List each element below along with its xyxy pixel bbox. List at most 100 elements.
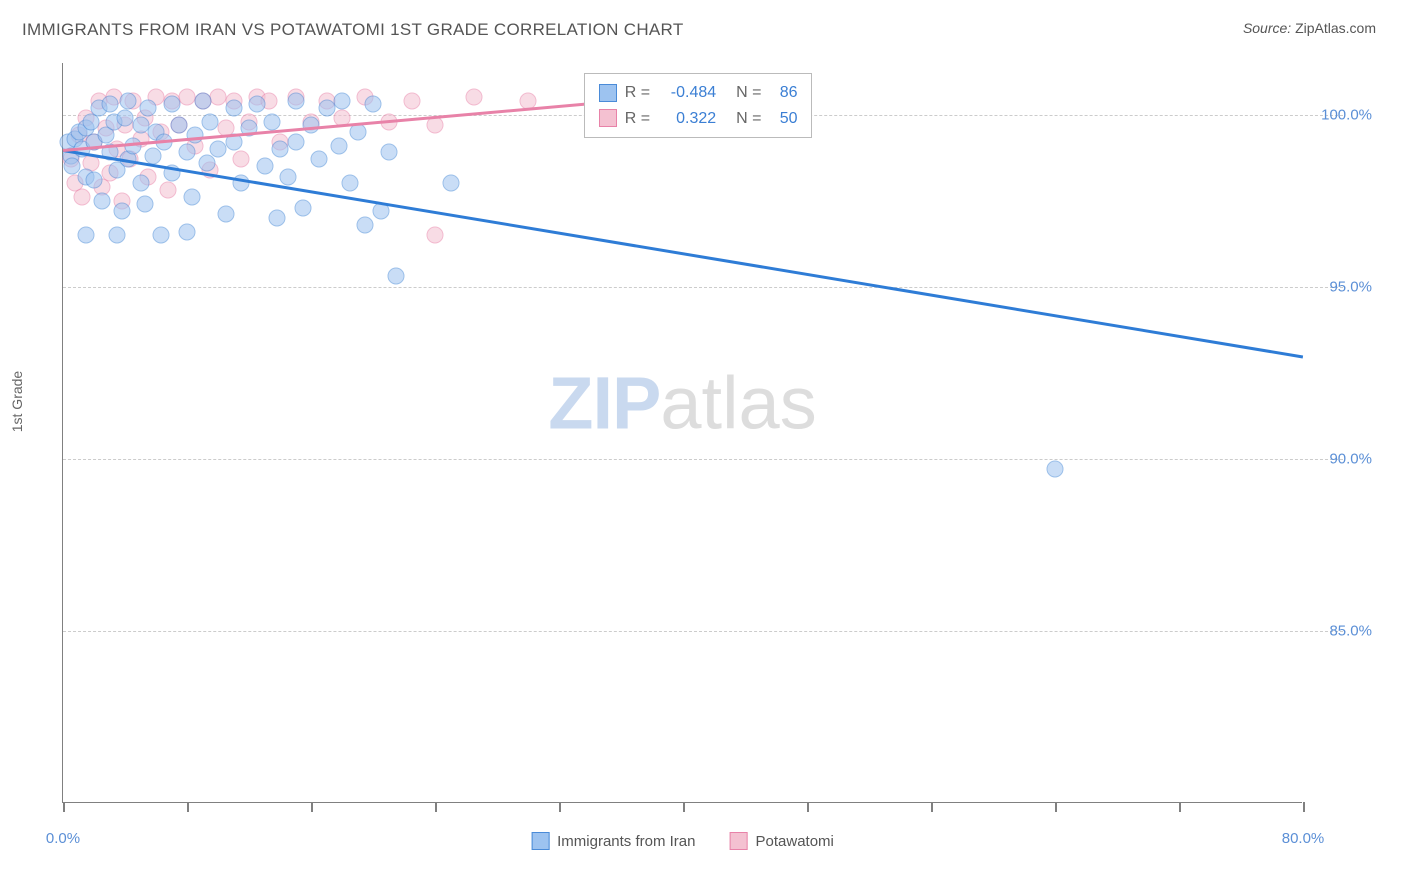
data-point <box>199 154 216 171</box>
y-axis-label: 1st Grade <box>9 371 25 432</box>
trend-line-blue <box>63 149 1303 358</box>
data-point <box>225 99 242 116</box>
n-label: N = <box>736 106 761 132</box>
data-point <box>179 223 196 240</box>
watermark: ZIPatlas <box>548 360 816 445</box>
data-point <box>268 209 285 226</box>
data-point <box>132 116 149 133</box>
data-point <box>120 92 137 109</box>
n-label: N = <box>736 80 761 106</box>
data-point <box>186 127 203 144</box>
data-point <box>163 96 180 113</box>
x-tick <box>807 802 809 812</box>
x-tick-label: 80.0% <box>1282 830 1325 847</box>
x-tick <box>1303 802 1305 812</box>
data-point <box>318 99 335 116</box>
data-point <box>73 189 90 206</box>
legend-item: Potawatomi <box>730 832 834 850</box>
x-tick <box>931 802 933 812</box>
data-point <box>132 175 149 192</box>
data-point <box>160 182 177 199</box>
data-point <box>442 175 459 192</box>
data-point <box>109 227 126 244</box>
data-point <box>152 227 169 244</box>
data-point <box>264 113 281 130</box>
data-point <box>380 144 397 161</box>
legend-label: Immigrants from Iran <box>557 833 695 850</box>
data-point <box>341 175 358 192</box>
data-point <box>86 172 103 189</box>
gridline <box>63 287 1343 288</box>
data-point <box>330 137 347 154</box>
data-point <box>210 141 227 158</box>
data-point <box>194 92 211 109</box>
legend-item: Immigrants from Iran <box>531 832 695 850</box>
data-point <box>287 134 304 151</box>
data-point <box>179 89 196 106</box>
x-tick <box>683 802 685 812</box>
data-point <box>113 203 130 220</box>
r-value: -0.484 <box>658 80 716 106</box>
x-tick <box>1055 802 1057 812</box>
data-point <box>233 151 250 168</box>
data-point <box>202 113 219 130</box>
legend-swatch <box>531 832 549 850</box>
data-point <box>171 116 188 133</box>
plot-area: ZIPatlas 85.0%90.0%95.0%100.0%0.0%80.0%R… <box>62 63 1302 803</box>
data-point <box>183 189 200 206</box>
data-point <box>310 151 327 168</box>
legend-swatch <box>599 109 617 127</box>
data-point <box>256 158 273 175</box>
legend-swatch <box>599 84 617 102</box>
data-point <box>78 227 95 244</box>
source-label: Source: <box>1243 20 1291 36</box>
data-point <box>287 92 304 109</box>
source-attribution: Source: ZipAtlas.com <box>1243 20 1376 36</box>
gridline <box>63 459 1343 460</box>
r-label: R = <box>625 106 650 132</box>
data-point <box>93 192 110 209</box>
watermark-zip: ZIP <box>548 361 660 444</box>
data-point <box>357 216 374 233</box>
data-point <box>388 268 405 285</box>
stats-row: R = -0.484 N = 86 <box>599 80 798 106</box>
data-point <box>140 99 157 116</box>
x-tick <box>63 802 65 812</box>
stats-row: R = 0.322 N = 50 <box>599 106 798 132</box>
data-point <box>334 92 351 109</box>
y-tick-label: 100.0% <box>1321 106 1372 123</box>
data-point <box>101 96 118 113</box>
legend-label: Potawatomi <box>756 833 834 850</box>
x-tick <box>1179 802 1181 812</box>
legend-swatch <box>730 832 748 850</box>
r-label: R = <box>625 80 650 106</box>
data-point <box>179 144 196 161</box>
n-value: 86 <box>769 80 797 106</box>
x-tick-label: 0.0% <box>46 830 80 847</box>
chart-container: 1st Grade ZIPatlas 85.0%90.0%95.0%100.0%… <box>22 55 1382 855</box>
x-tick <box>311 802 313 812</box>
data-point <box>248 96 265 113</box>
data-point <box>279 168 296 185</box>
watermark-atlas: atlas <box>660 361 816 444</box>
n-value: 50 <box>769 106 797 132</box>
data-point <box>144 147 161 164</box>
r-value: 0.322 <box>658 106 716 132</box>
data-point <box>217 206 234 223</box>
legend: Immigrants from Iran Potawatomi <box>531 832 834 850</box>
gridline <box>63 631 1343 632</box>
data-point <box>427 227 444 244</box>
source-value: ZipAtlas.com <box>1295 20 1376 36</box>
y-tick-label: 85.0% <box>1329 622 1372 639</box>
data-point <box>272 141 289 158</box>
x-tick <box>559 802 561 812</box>
data-point <box>365 96 382 113</box>
y-tick-label: 95.0% <box>1329 278 1372 295</box>
chart-title: IMMIGRANTS FROM IRAN VS POTAWATOMI 1ST G… <box>22 20 684 40</box>
y-tick-label: 90.0% <box>1329 450 1372 467</box>
data-point <box>137 196 154 213</box>
data-point <box>403 92 420 109</box>
data-point <box>303 116 320 133</box>
x-tick <box>187 802 189 812</box>
data-point <box>117 110 134 127</box>
